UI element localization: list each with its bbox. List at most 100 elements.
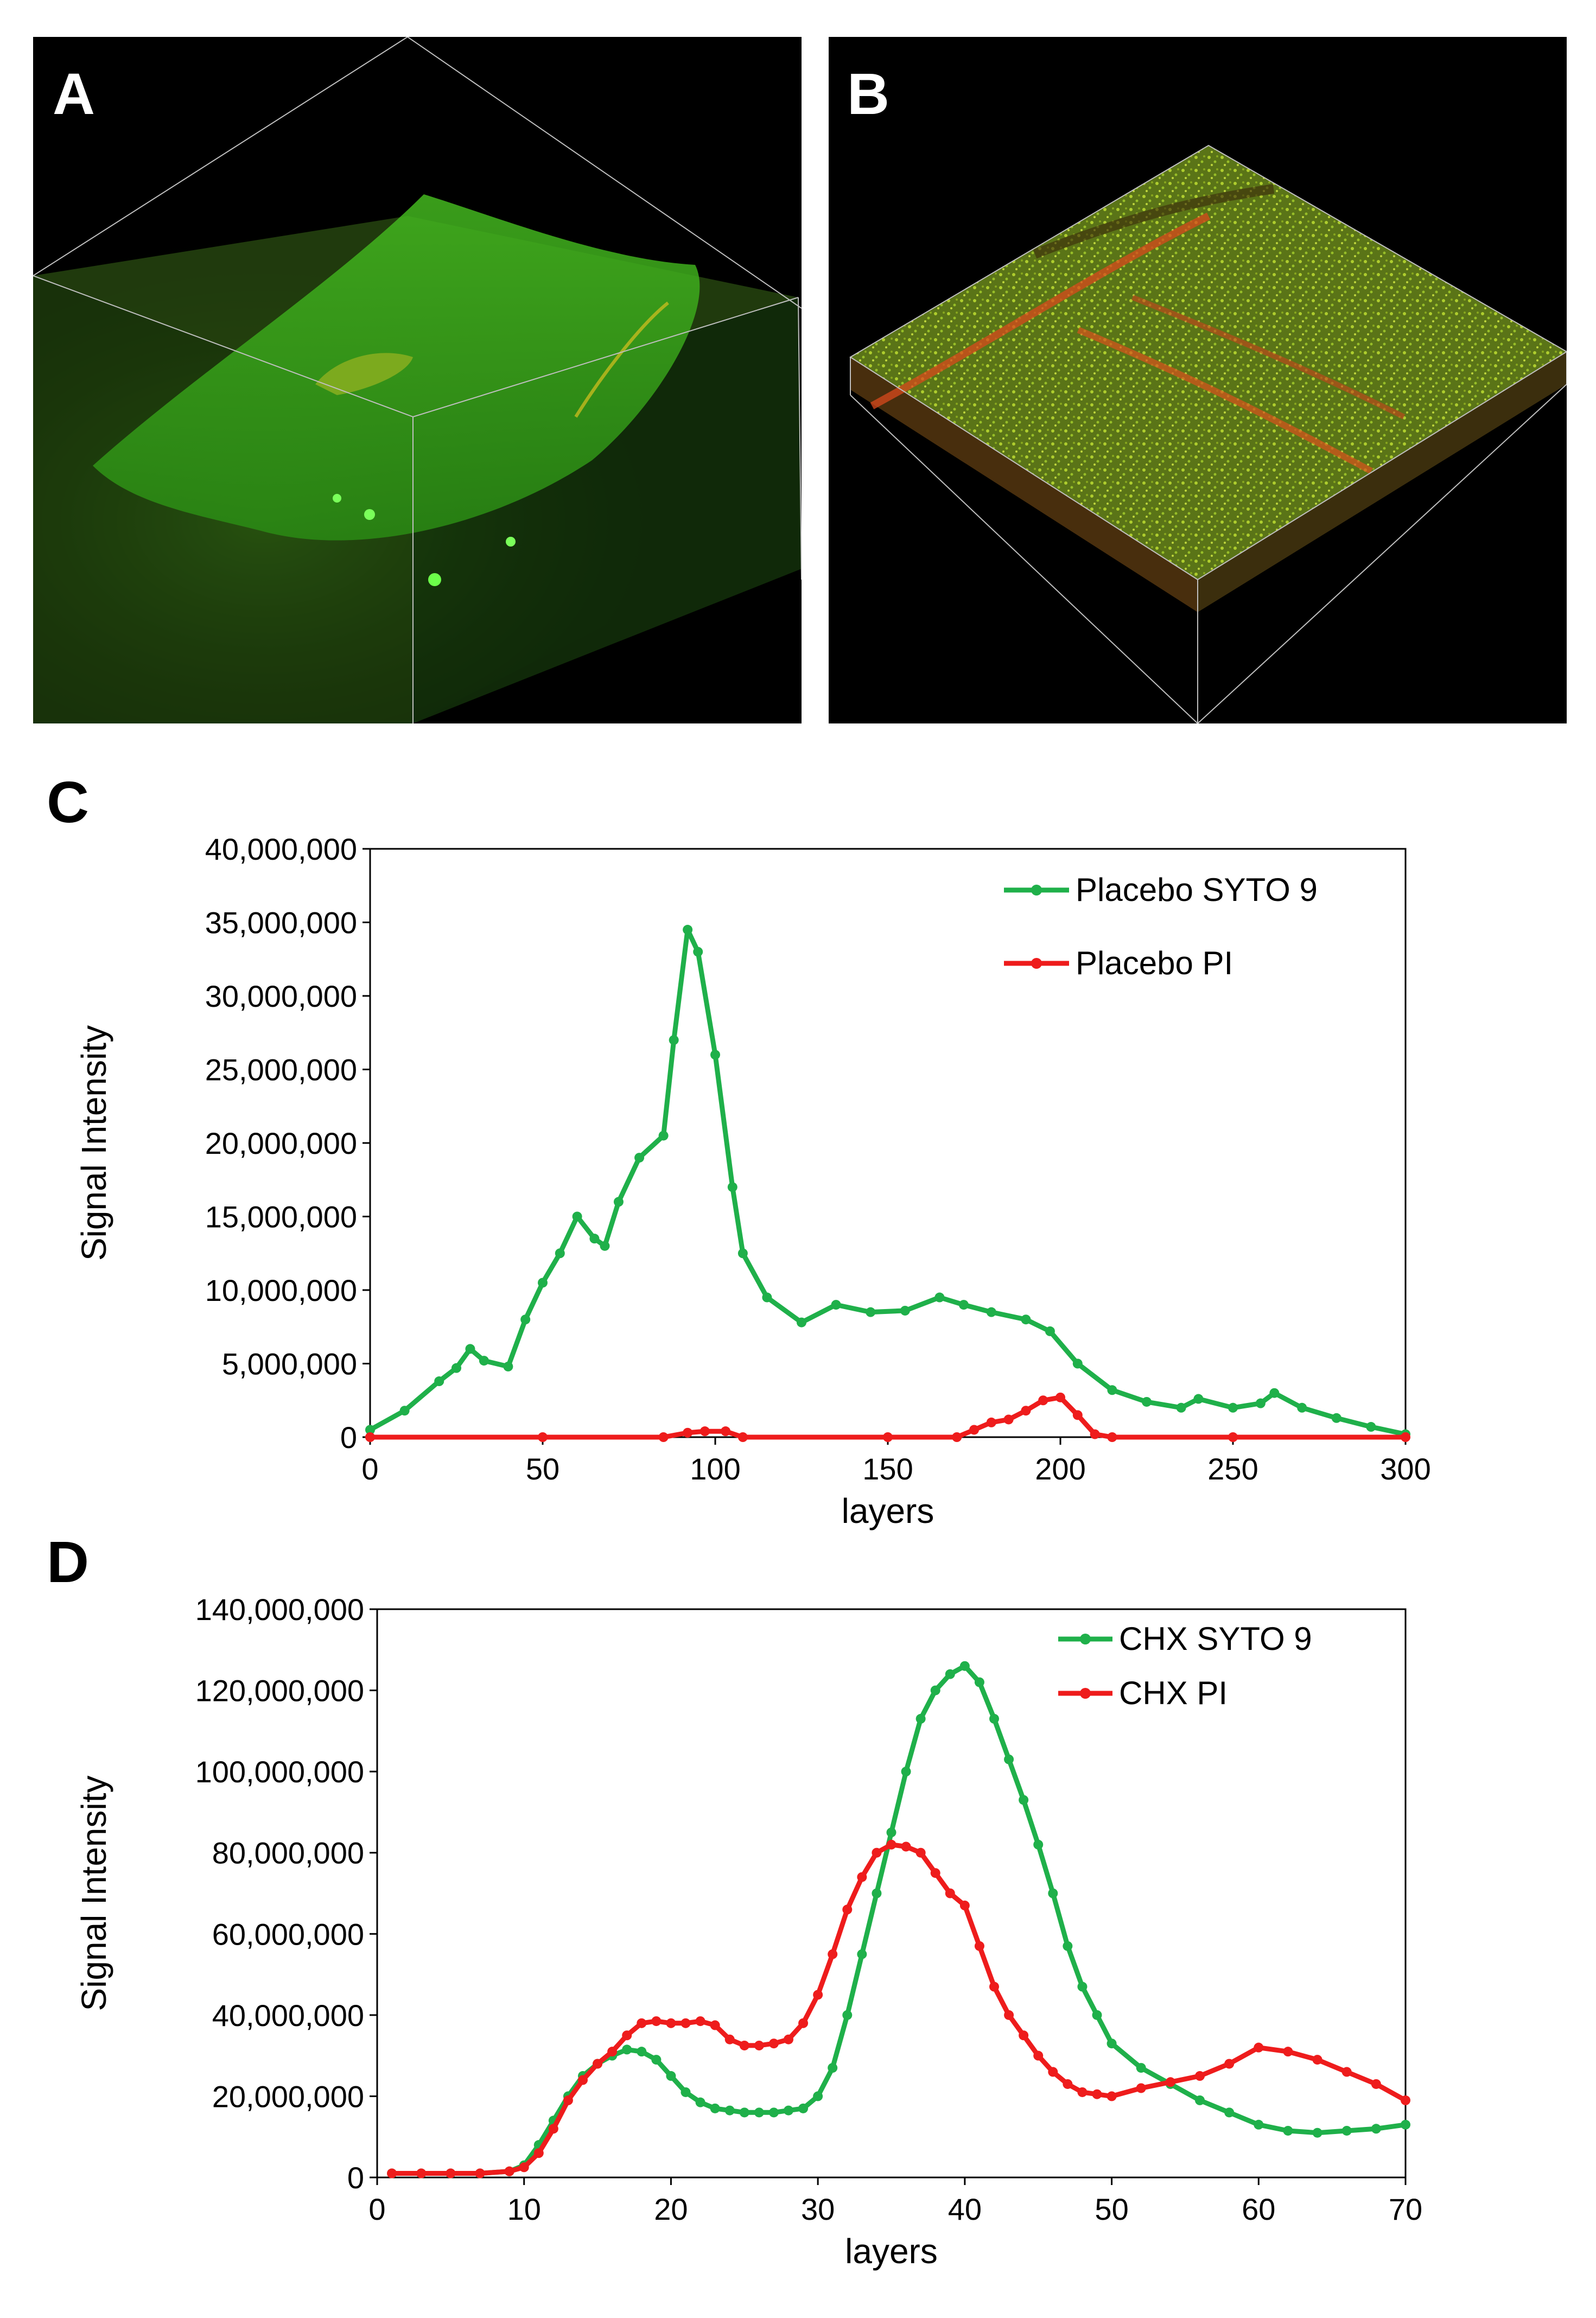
data-point: [1136, 2063, 1146, 2073]
plot-frame: [376, 1608, 1407, 2179]
data-point: [637, 2047, 647, 2057]
data-point: [658, 1131, 669, 1141]
data-point: [1004, 1754, 1014, 1764]
x-axis-label: layers: [842, 1491, 934, 1530]
data-point: [365, 1425, 375, 1435]
data-point: [813, 2091, 823, 2101]
data-point: [555, 1248, 565, 1259]
data-point: [754, 2040, 764, 2050]
panel-b-3d-render: [849, 144, 1567, 723]
data-point: [828, 1949, 838, 1959]
data-point: [872, 1888, 882, 1898]
data-point: [813, 1990, 823, 2000]
data-point: [974, 1941, 984, 1951]
data-point: [669, 1035, 679, 1045]
data-point: [578, 2075, 588, 2085]
data-point: [681, 2018, 691, 2028]
data-point: [1021, 1314, 1031, 1325]
legend-label: Placebo SYTO 9: [1076, 872, 1318, 908]
data-point: [1033, 1839, 1044, 1850]
data-point: [959, 1900, 970, 1910]
x-tick-label: 100: [690, 1452, 740, 1486]
data-point: [651, 2016, 662, 2027]
data-point: [1092, 2010, 1102, 2020]
data-point: [1019, 2030, 1029, 2041]
data-point: [1312, 2128, 1322, 2138]
data-point: [695, 2097, 705, 2107]
data-point: [986, 1307, 996, 1317]
panel-b-label: B: [847, 61, 889, 126]
data-point: [519, 2162, 529, 2173]
data-point: [1341, 2125, 1352, 2136]
data-point: [1033, 2050, 1044, 2061]
data-point: [710, 2103, 720, 2113]
data-point: [1142, 1396, 1152, 1407]
data-point: [886, 1827, 896, 1838]
data-point: [1195, 2071, 1205, 2081]
data-point: [784, 2034, 793, 2044]
y-tick-label: 140,000,000: [195, 1592, 364, 1627]
y-tick-label: 25,000,000: [205, 1053, 357, 1087]
data-point: [798, 2103, 809, 2113]
data-point: [1269, 1388, 1280, 1398]
data-point: [857, 1949, 867, 1959]
data-point: [1063, 1941, 1073, 1951]
data-point: [1371, 2124, 1381, 2134]
data-point: [416, 2168, 427, 2179]
data-point: [634, 1153, 645, 1163]
data-point: [1090, 1429, 1100, 1439]
data-point: [1019, 1795, 1029, 1805]
data-point: [1092, 2089, 1102, 2099]
data-point: [683, 1427, 693, 1438]
chart-d: 0 20,000,000 40,000,000 60,000,000 80,000,00…: [74, 1592, 1422, 2271]
x-tick-label: 10: [507, 2192, 541, 2226]
x-tick-label: 300: [1380, 1452, 1430, 1486]
data-point: [737, 1432, 748, 1442]
data-point: [710, 1050, 720, 1060]
data-point: [762, 1292, 772, 1303]
x-axis-label: layers: [845, 2232, 938, 2271]
data-point: [1176, 1402, 1186, 1413]
y-tick-label: 10,000,000: [205, 1273, 357, 1307]
data-point: [901, 1841, 911, 1852]
data-point: [1165, 2077, 1175, 2087]
data-point: [1004, 2010, 1014, 2020]
y-tick-label: 0: [340, 1420, 357, 1455]
legend-label: Placebo PI: [1076, 945, 1233, 981]
data-point: [1077, 1982, 1088, 1992]
data-point: [1077, 2087, 1088, 2097]
data-point: [1048, 2067, 1058, 2077]
data-point: [1283, 2047, 1293, 2057]
legend-label: CHX PI: [1119, 1675, 1228, 1711]
data-point: [683, 925, 693, 935]
data-point: [693, 947, 703, 957]
x-tick-label: 20: [654, 2192, 688, 2226]
data-point: [842, 2010, 853, 2020]
y-tick-label: 15,000,000: [205, 1200, 357, 1234]
x-tick-label: 0: [361, 1452, 378, 1486]
x-tick-label: 200: [1035, 1452, 1085, 1486]
y-tick-label: 35,000,000: [205, 906, 357, 940]
data-point: [737, 1248, 748, 1259]
data-point: [1195, 2095, 1205, 2105]
chart-c: 0 5,000,000 10,000,000 15,000,000 20,000,000…: [74, 832, 1431, 1530]
data-point: [727, 1182, 737, 1192]
data-point: [1254, 2042, 1264, 2053]
y-tick-label: 80,000,000: [212, 1836, 364, 1870]
x-tick-label: 250: [1207, 1452, 1258, 1486]
data-point: [504, 2166, 514, 2176]
data-point: [1224, 2107, 1235, 2118]
y-tick-label: 120,000,000: [195, 1674, 364, 1708]
data-point: [1228, 1432, 1238, 1442]
data-point: [915, 1713, 926, 1724]
data-point: [651, 2055, 662, 2065]
data-point: [533, 2148, 544, 2158]
panel-b-image: B: [829, 37, 1567, 723]
data-point: [1312, 2055, 1322, 2065]
data-point: [1255, 1398, 1266, 1408]
data-point: [1072, 1358, 1083, 1369]
data-point: [563, 2095, 573, 2105]
data-point: [1136, 2083, 1146, 2093]
data-point: [986, 1417, 996, 1427]
data-point: [828, 2063, 838, 2073]
